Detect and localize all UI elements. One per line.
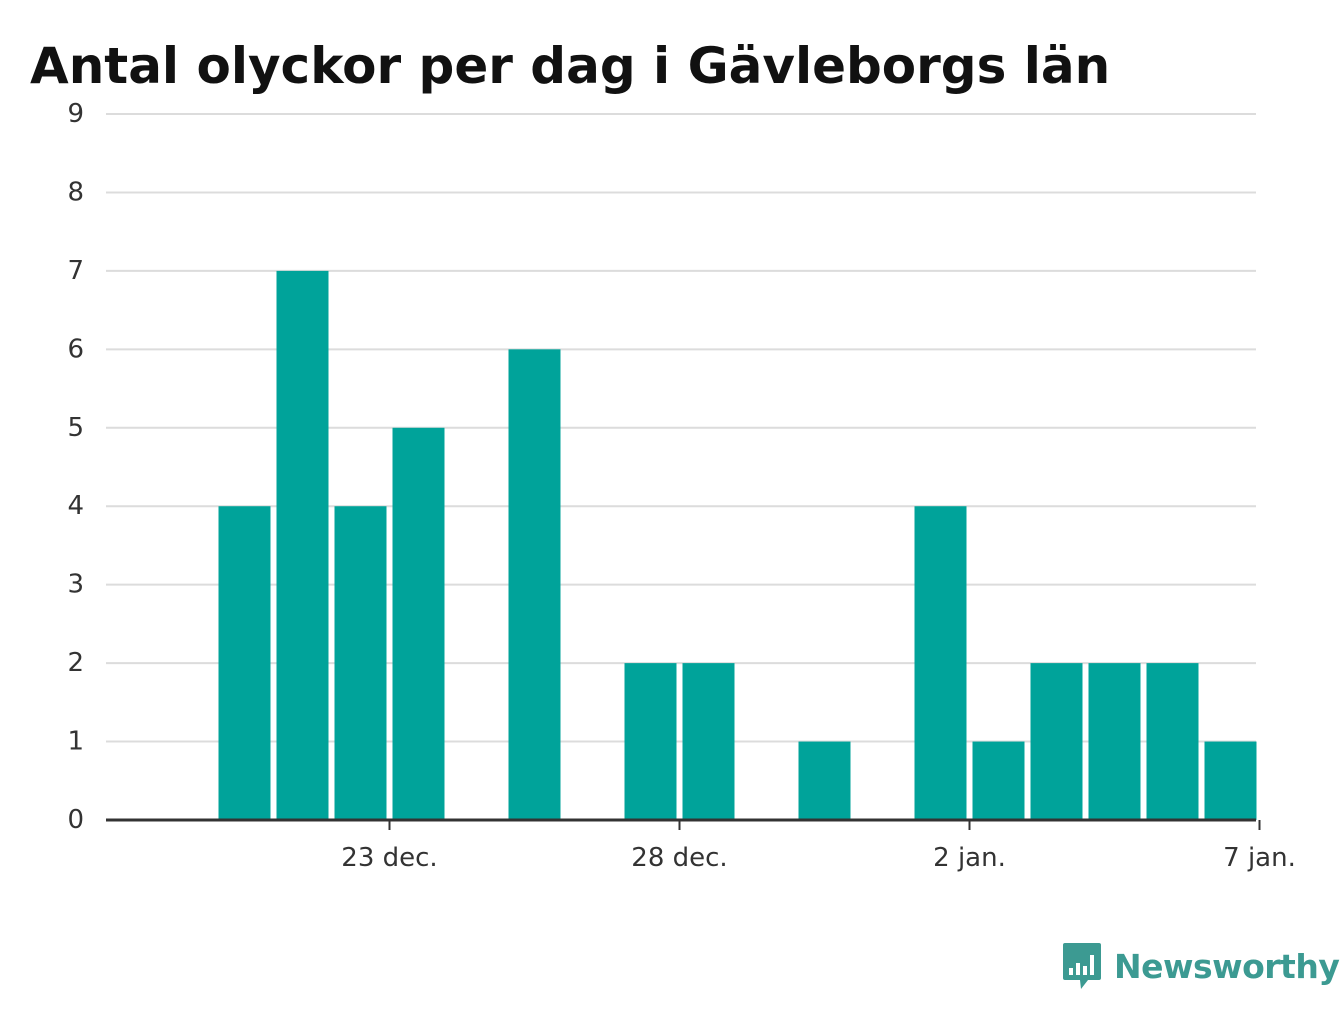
x-tick-label-2: 2 jan. (933, 843, 1006, 873)
y-tick-label-4: 4 (67, 491, 84, 521)
bar-2023-12-25 (508, 349, 561, 820)
bar-2023-12-27 (624, 663, 677, 820)
y-tick-label-7: 7 (67, 256, 84, 286)
y-tick-label-5: 5 (67, 413, 84, 443)
bar-2023-12-20 (218, 506, 271, 820)
bar-2023-12-30 (798, 741, 851, 820)
bar-2024-01-06 (1204, 741, 1257, 820)
y-tick-label-2: 2 (67, 648, 84, 678)
bar-2024-01-03 (1030, 663, 1083, 820)
bar-2023-12-23 (392, 427, 445, 820)
x-axis (106, 818, 1261, 830)
y-tick-label-0: 0 (67, 805, 84, 835)
x-tick-label-0: 23 dec. (341, 843, 437, 873)
y-tick-label-6: 6 (67, 334, 84, 364)
newsworthy-logo-icon (1063, 943, 1101, 989)
bar-2024-01-02 (972, 741, 1025, 820)
bar-2023-12-21 (276, 270, 329, 820)
x-axis-tick-labels: 23 dec. 28 dec. 2 jan. 7 jan. (341, 843, 1296, 873)
bar-2024-01-04 (1088, 663, 1141, 820)
bar-2023-12-22 (334, 506, 387, 820)
y-tick-label-3: 3 (67, 570, 84, 600)
y-tick-label-8: 8 (67, 177, 84, 207)
y-tick-label-9: 9 (67, 99, 84, 129)
chart-title: Antal olyckor per dag i Gävleborgs län (30, 37, 1111, 95)
y-axis-tick-labels: 0 1 2 3 4 5 6 7 8 9 (67, 99, 84, 835)
x-tick-label-3: 7 jan. (1223, 843, 1296, 873)
y-tick-label-1: 1 (67, 727, 84, 757)
bar-2024-01-01 (914, 506, 967, 820)
bar-2023-12-28 (682, 663, 735, 820)
bars (218, 270, 1257, 820)
x-tick-label-1: 28 dec. (631, 843, 727, 873)
brand-name: Newsworthy (1114, 946, 1340, 986)
bar-2024-01-05 (1146, 663, 1199, 820)
newsworthy-brand: Newsworthy (1062, 940, 1340, 992)
